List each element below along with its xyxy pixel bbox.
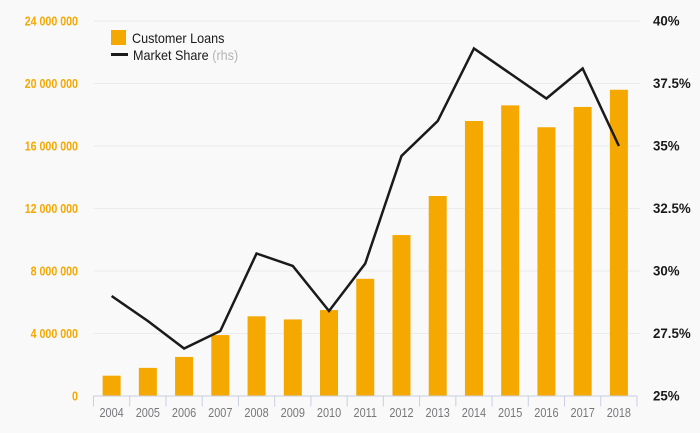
x-axis-label: 2005 <box>136 405 161 420</box>
left-axis-label: 0 <box>72 388 78 403</box>
x-axis-label: 2010 <box>317 405 342 420</box>
bar-2004 <box>102 375 121 396</box>
legend-label: Customer Loans <box>132 29 225 46</box>
left-axis-label: 24 000 000 <box>25 13 79 28</box>
bar-2013 <box>428 196 447 396</box>
legend-label: Market Share <box>133 46 209 63</box>
bar-2005 <box>138 367 157 396</box>
x-axis-label: 2011 <box>354 405 378 420</box>
legend-item-customer-loans: Customer Loans <box>111 29 250 46</box>
x-axis-label: 2006 <box>172 405 197 420</box>
right-axis-label: 35% <box>653 138 680 153</box>
bar-2015 <box>501 105 520 396</box>
left-axis-label: 4 000 000 <box>31 326 79 341</box>
left-axis-label: 12 000 000 <box>25 201 79 216</box>
bar-2010 <box>320 310 339 396</box>
legend: Customer Loans Market Share (rhs) <box>111 29 250 63</box>
bar-2016 <box>537 127 556 396</box>
bar-2014 <box>464 121 483 396</box>
bar-2017 <box>573 106 592 396</box>
legend-label-suffix: (rhs) <box>212 46 239 63</box>
x-axis-label: 2013 <box>426 405 451 420</box>
x-axis-label: 2009 <box>281 405 306 420</box>
bar-2009 <box>283 319 302 396</box>
x-axis-label: 2017 <box>571 405 596 420</box>
bar-2011 <box>356 278 375 396</box>
bar-2007 <box>211 335 230 396</box>
right-axis-label: 37.5% <box>653 76 691 91</box>
bar-2006 <box>175 356 194 396</box>
market-share-line-swatch <box>111 53 128 56</box>
x-axis-label: 2015 <box>498 405 523 420</box>
left-axis-label: 20 000 000 <box>25 76 79 91</box>
bar-2012 <box>392 235 411 396</box>
bar-2008 <box>247 316 266 396</box>
x-axis-label: 2004 <box>99 405 124 420</box>
x-axis-label: 2014 <box>462 405 487 420</box>
market-share-line <box>110 46 621 350</box>
bar-2018 <box>609 89 628 396</box>
x-axis-label: 2016 <box>534 405 559 420</box>
right-axis-label: 32.5% <box>653 201 691 216</box>
x-axis-label: 2008 <box>244 405 269 420</box>
left-axis-label: 16 000 000 <box>25 138 79 153</box>
left-axis-label: 8 000 000 <box>31 263 79 278</box>
x-axis-label: 2012 <box>389 405 414 420</box>
x-axis-label: 2007 <box>208 405 233 420</box>
right-axis-label: 30% <box>653 263 680 278</box>
right-axis-label: 25% <box>653 388 680 403</box>
x-axis-label: 2018 <box>607 405 632 420</box>
right-axis-label: 27.5% <box>653 326 691 341</box>
legend-item-market-share: Market Share (rhs) <box>111 46 250 63</box>
right-axis-label: 40% <box>653 13 680 28</box>
customer-loans-swatch <box>111 30 126 45</box>
